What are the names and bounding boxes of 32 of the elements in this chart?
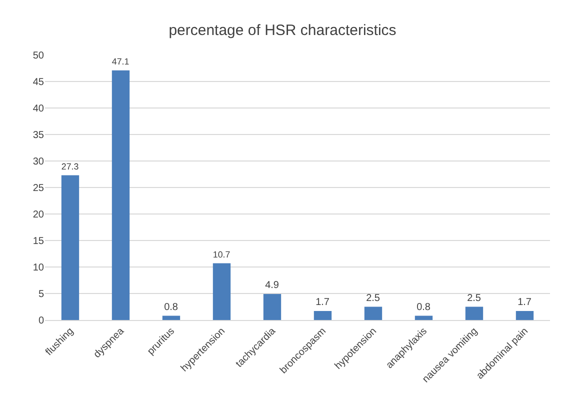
bar bbox=[61, 175, 80, 320]
bar bbox=[314, 310, 332, 320]
y-tick-label: 35 bbox=[32, 130, 44, 141]
bar bbox=[364, 306, 382, 320]
y-tick-label: 45 bbox=[32, 77, 44, 88]
y-tick-label: 0 bbox=[38, 316, 44, 326]
data-label: 0.8 bbox=[164, 302, 178, 313]
bar bbox=[162, 316, 180, 320]
bar bbox=[263, 294, 282, 320]
chart-title: percentage of HSR characteristics bbox=[168, 22, 396, 39]
data-label: 4.9 bbox=[265, 280, 280, 292]
data-label: 47.1 bbox=[112, 56, 130, 67]
y-tick-label: 10 bbox=[32, 262, 44, 274]
y-tick-label: 20 bbox=[32, 210, 44, 220]
data-label: 1.7 bbox=[518, 296, 532, 308]
data-label: 0.8 bbox=[416, 302, 431, 313]
data-label: 2.5 bbox=[366, 292, 380, 304]
bar bbox=[212, 263, 231, 320]
y-tick-label: 30 bbox=[32, 156, 44, 168]
y-tick-label: 25 bbox=[32, 183, 44, 194]
y-tick-label: 5 bbox=[38, 289, 44, 300]
bar bbox=[516, 310, 534, 320]
y-tick-label: 40 bbox=[32, 104, 44, 114]
y-tick-label: 50 bbox=[32, 50, 44, 62]
bar bbox=[112, 70, 130, 320]
data-label: 2.5 bbox=[467, 292, 482, 304]
bar bbox=[414, 316, 433, 320]
data-label: 1.7 bbox=[316, 296, 330, 308]
data-label: 10.7 bbox=[212, 250, 230, 260]
data-label: 27.3 bbox=[61, 162, 79, 172]
y-tick-label: 15 bbox=[32, 236, 44, 247]
bar bbox=[465, 306, 484, 320]
